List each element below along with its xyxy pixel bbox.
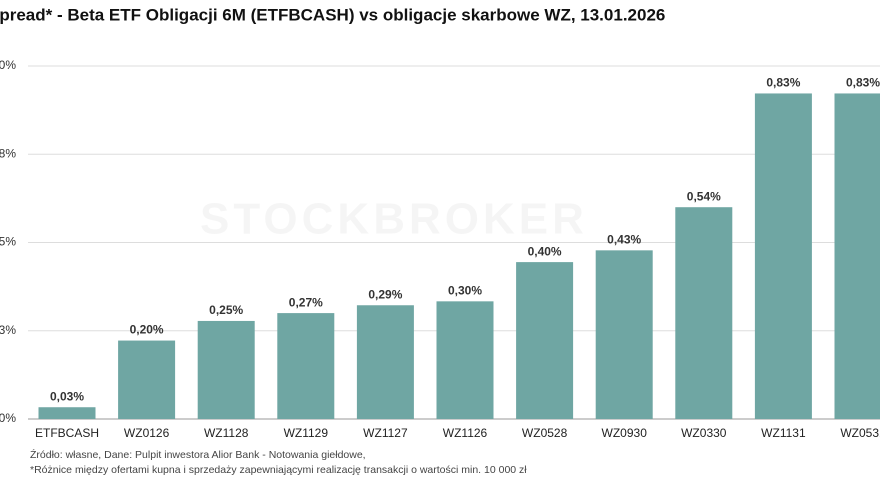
bar [595, 250, 653, 419]
y-tick-label: 0,90% [0, 58, 16, 72]
value-label: 0,29% [368, 287, 402, 301]
x-tick-label: WZ0930 [602, 426, 648, 440]
x-tick-label: ETFBCASH [35, 426, 99, 440]
value-label: 0,83% [766, 76, 800, 90]
x-tick-label: WZ1131 [761, 426, 806, 440]
y-tick-label: 0,23% [0, 323, 16, 337]
x-tick-label: WZ0330 [681, 426, 727, 440]
bar [436, 301, 494, 419]
bar [277, 313, 335, 419]
bar [675, 207, 733, 419]
watermark: STOCKBROKER [200, 195, 588, 244]
value-label: 0,83% [846, 76, 880, 90]
source-note: Źródło: własne, Dane: Pulpit inwestora A… [30, 448, 366, 461]
bar [516, 262, 574, 419]
value-label: 0,43% [607, 233, 641, 247]
bar [197, 320, 255, 419]
value-label: 0,20% [130, 323, 164, 337]
value-label: 0,27% [289, 295, 323, 309]
x-tick-label: WZ0531 [840, 426, 880, 440]
bar [38, 407, 96, 419]
x-tick-label: WZ0528 [522, 426, 568, 440]
x-tick-label: WZ0126 [124, 426, 170, 440]
value-label: 0,03% [50, 389, 84, 403]
y-tick-label: 0,45% [0, 235, 16, 249]
x-tick-label: WZ1127 [363, 426, 408, 440]
bar [754, 93, 812, 419]
value-label: 0,40% [528, 244, 562, 258]
footnote: *Różnice między ofertami kupna i sprzeda… [30, 464, 527, 476]
value-label: 0,54% [687, 189, 721, 203]
chart-title: Spread* - Beta ETF Obligacji 6M (ETFBCAS… [0, 5, 665, 24]
x-tick-label: WZ1126 [443, 426, 488, 440]
x-tick-label: WZ1129 [284, 426, 329, 440]
value-label: 0,30% [448, 284, 482, 298]
x-tick-label: WZ1128 [204, 426, 249, 440]
bar [356, 305, 414, 419]
y-tick-label: 0,00% [0, 411, 16, 425]
bar [118, 340, 176, 419]
bar [834, 93, 880, 419]
value-label: 0,25% [209, 303, 243, 317]
y-tick-label: 0,68% [0, 146, 16, 160]
